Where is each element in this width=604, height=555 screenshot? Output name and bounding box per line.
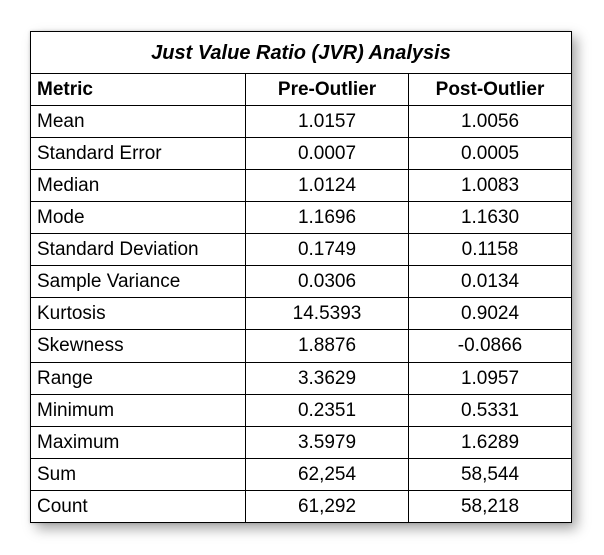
post-outlier-cell: 58,544 [407, 457, 573, 491]
pre-outlier-cell: 3.5979 [245, 425, 409, 459]
pre-outlier-cell: 1.0124 [245, 169, 409, 203]
table-row: Mode 1.1696 1.1630 [30, 201, 573, 235]
post-outlier-cell: 1.0083 [407, 169, 573, 203]
table-row: Minimum 0.2351 0.5331 [30, 393, 573, 427]
metric-cell: Median [30, 169, 246, 203]
table-row: Median 1.0124 1.0083 [30, 169, 573, 203]
metric-cell: Range [30, 361, 246, 395]
post-outlier-cell: 0.9024 [407, 297, 573, 331]
post-outlier-cell: 58,218 [407, 489, 573, 524]
post-outlier-cell: 1.0957 [407, 361, 573, 395]
metric-cell: Maximum [30, 425, 246, 459]
jvr-analysis-table: Just Value Ratio (JVR) Analysis Metric P… [29, 31, 573, 524]
table-row: Skewness 1.8876 -0.0866 [30, 329, 573, 363]
metric-cell: Minimum [30, 393, 246, 427]
metric-cell: Count [30, 489, 246, 524]
table-row: Sample Variance 0.0306 0.0134 [30, 265, 573, 299]
metric-cell: Sample Variance [30, 265, 246, 299]
table-title: Just Value Ratio (JVR) Analysis [29, 31, 573, 74]
pre-outlier-cell: 0.0306 [245, 265, 409, 299]
table-row: Standard Deviation 0.1749 0.1158 [30, 233, 573, 267]
pre-outlier-cell: 0.2351 [245, 393, 409, 427]
pre-outlier-cell: 14.5393 [245, 297, 409, 331]
metric-cell: Standard Deviation [30, 233, 246, 267]
table-row: Kurtosis 14.5393 0.9024 [30, 297, 573, 331]
table-row: Standard Error 0.0007 0.0005 [30, 137, 573, 171]
post-outlier-cell: -0.0866 [407, 329, 573, 363]
pre-outlier-cell: 1.0157 [245, 104, 409, 139]
post-outlier-cell: 1.0056 [407, 104, 573, 139]
post-outlier-cell: 1.6289 [407, 425, 573, 459]
pre-outlier-cell: 3.3629 [245, 361, 409, 395]
metric-cell: Skewness [30, 329, 246, 363]
post-outlier-cell: 0.0005 [407, 137, 573, 171]
pre-outlier-cell: 0.0007 [245, 137, 409, 171]
pre-outlier-cell: 1.1696 [245, 201, 409, 235]
title-row: Just Value Ratio (JVR) Analysis [29, 31, 573, 74]
post-outlier-cell: 0.5331 [407, 393, 573, 427]
table-row: Range 3.3629 1.0957 [30, 361, 573, 395]
header-post-outlier: Post-Outlier [407, 73, 573, 106]
metric-cell: Mean [30, 104, 246, 139]
table-row: Sum 62,254 58,544 [30, 457, 573, 491]
metric-cell: Sum [30, 457, 246, 491]
table-row: Mean 1.0157 1.0056 [30, 104, 573, 139]
header-row: Metric Pre-Outlier Post-Outlier [30, 73, 573, 106]
pre-outlier-cell: 62,254 [245, 457, 409, 491]
post-outlier-cell: 1.1630 [407, 201, 573, 235]
metric-cell: Standard Error [30, 137, 246, 171]
metric-cell: Kurtosis [30, 297, 246, 331]
pre-outlier-cell: 61,292 [245, 489, 409, 524]
pre-outlier-cell: 0.1749 [245, 233, 409, 267]
header-pre-outlier: Pre-Outlier [245, 73, 409, 106]
pre-outlier-cell: 1.8876 [245, 329, 409, 363]
jvr-table-card: Just Value Ratio (JVR) Analysis Metric P… [29, 31, 573, 524]
header-metric: Metric [30, 73, 246, 106]
post-outlier-cell: 0.1158 [407, 233, 573, 267]
table-row: Count 61,292 58,218 [30, 489, 573, 524]
metric-cell: Mode [30, 201, 246, 235]
post-outlier-cell: 0.0134 [407, 265, 573, 299]
table-row: Maximum 3.5979 1.6289 [30, 425, 573, 459]
